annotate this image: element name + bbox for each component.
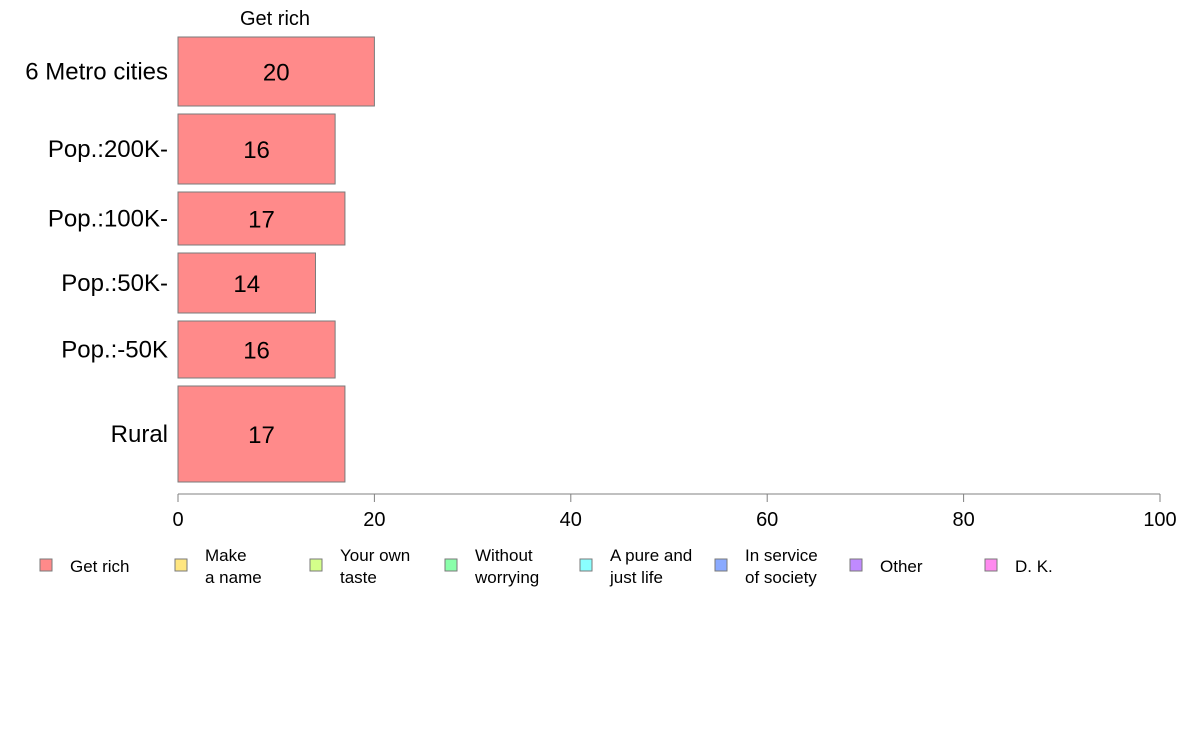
panel-title: Get rich <box>240 8 310 30</box>
legend-item: Your own taste <box>309 546 410 587</box>
data-label: 16 <box>243 137 270 164</box>
legend-label: Other <box>880 557 923 576</box>
bar <box>177 320 336 379</box>
bar <box>177 113 336 185</box>
bars-group: 6 Metro cities 20 Pop.:200K- 16 Pop.:100K- 17… <box>25 36 375 483</box>
bar <box>177 252 316 314</box>
category-label: 6 Metro cities <box>25 59 168 86</box>
legend-item: D. K. <box>984 557 1053 576</box>
category-label: Rural <box>111 421 168 448</box>
x-axis: 0 20 40 60 80 100 <box>172 493 1177 531</box>
data-label: 17 <box>248 207 275 234</box>
legend-swatch <box>39 558 53 572</box>
data-label: 16 <box>243 338 270 365</box>
legend-item: Get rich <box>39 557 130 576</box>
bar <box>177 385 346 483</box>
legend-item: A pure and just life <box>579 546 692 587</box>
x-tick-label: 60 <box>756 509 778 531</box>
legend-swatch <box>579 558 593 572</box>
legend-item: Without worrying <box>444 546 539 587</box>
data-label: 20 <box>263 60 290 87</box>
legend-label: Your own taste <box>340 546 410 587</box>
legend-label: In service of society <box>745 546 818 587</box>
legend-swatch <box>984 558 998 572</box>
x-tick-label: 40 <box>560 509 582 531</box>
legend-swatch <box>714 558 728 572</box>
legend-swatch <box>444 558 458 572</box>
data-label: 17 <box>248 422 275 449</box>
legend-label: Without worrying <box>474 546 539 587</box>
x-tick-label: 0 <box>172 509 183 531</box>
legend-swatch <box>849 558 863 572</box>
x-tick-label: 20 <box>363 509 385 531</box>
legend-swatch <box>174 558 188 572</box>
legend-item: In service of society <box>714 546 818 587</box>
category-label: Pop.:200K- <box>48 136 168 163</box>
x-tick-label: 100 <box>1143 509 1176 531</box>
legend-swatch <box>309 558 323 572</box>
bar <box>177 36 375 107</box>
legend-label: Get rich <box>70 557 130 576</box>
legend-item: Make a name <box>174 546 262 587</box>
legend-item: Other <box>849 557 923 576</box>
legend: Get rich Make a name Your own taste Without wo… <box>39 546 1053 587</box>
data-label: 14 <box>233 271 260 298</box>
category-label: Pop.:100K- <box>48 206 168 233</box>
legend-label: Make a name <box>205 546 262 587</box>
category-label: Pop.:50K- <box>61 270 168 297</box>
legend-label: A pure and just life <box>609 546 692 587</box>
x-tick-label: 80 <box>952 509 974 531</box>
category-label: Pop.:-50K <box>61 337 168 364</box>
legend-label: D. K. <box>1015 557 1053 576</box>
bar <box>177 191 346 246</box>
